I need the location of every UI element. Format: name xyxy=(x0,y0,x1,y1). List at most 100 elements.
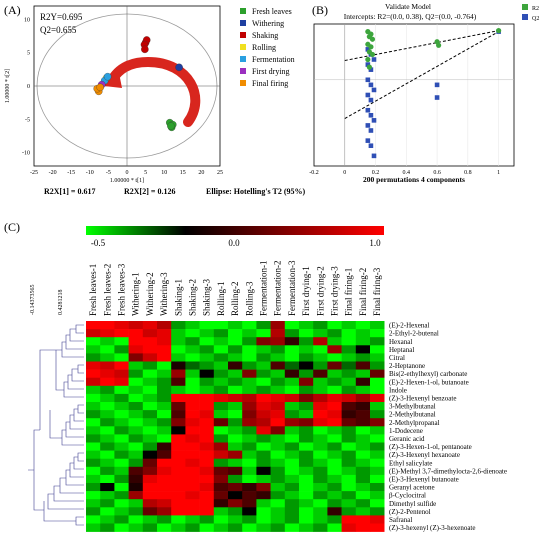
heatmap-cell xyxy=(242,483,257,492)
heatmap-cell xyxy=(370,393,385,403)
legend-swatch-first-drying xyxy=(240,68,246,74)
heatmap-cell xyxy=(199,345,215,354)
heatmap-cell xyxy=(228,337,243,346)
x-tick-label: -10 xyxy=(86,170,94,176)
heatmap-cell xyxy=(341,410,357,419)
heatmap-cell xyxy=(185,515,200,524)
column-label: Shaking-1 xyxy=(173,279,183,316)
heatmap-cell xyxy=(86,523,101,532)
heatmap-column-labels: Fresh leaves-1 Fresh leaves-2 Fresh leaves… xyxy=(88,260,382,316)
heatmap-cell xyxy=(256,483,271,492)
heatmap-cell xyxy=(270,474,286,484)
column-label: Final firing-3 xyxy=(372,267,382,316)
heatmap-cell xyxy=(171,329,186,338)
dendrogram-tick-2: 0.4281218 xyxy=(58,290,64,316)
heatmap-cell xyxy=(142,393,158,403)
heatmap-cell xyxy=(171,434,186,443)
heatmap-cell xyxy=(370,329,385,338)
heatmap-cell xyxy=(213,499,229,508)
heatmap-cell xyxy=(86,458,101,468)
heatmap-cell xyxy=(242,450,257,459)
heatmap-cell xyxy=(355,466,371,476)
heatmap-cell xyxy=(270,458,286,468)
heatmap-cell xyxy=(128,345,144,354)
heatmap-cell xyxy=(299,515,314,524)
panel-c-label: (C) xyxy=(4,220,20,234)
heatmap-cell xyxy=(341,337,357,346)
heatmap-cell xyxy=(299,474,314,484)
heatmap-cell xyxy=(270,515,286,524)
x-tick-label: 5 xyxy=(144,170,147,176)
heatmap-cell xyxy=(355,450,371,459)
x-tick-label: 0.4 xyxy=(403,170,411,176)
heatmap-cell xyxy=(299,369,314,378)
heatmap-cell xyxy=(114,442,129,451)
row-label: Hexanal xyxy=(389,338,412,346)
row-label: Citral xyxy=(389,354,405,362)
column-label: Shaking-2 xyxy=(188,279,198,316)
heatmap-cell xyxy=(270,402,286,411)
heatmap-cell xyxy=(100,410,115,419)
x-tick-label: -15 xyxy=(67,170,75,176)
heatmap-cell xyxy=(128,442,144,451)
heatmap-cell xyxy=(228,466,243,476)
point-q2 xyxy=(365,107,371,113)
heatmap-cell xyxy=(228,499,243,508)
heatmap-cell xyxy=(270,523,286,532)
heatmap-cell xyxy=(299,418,314,427)
heatmap-cell xyxy=(199,353,215,362)
heatmap-cell xyxy=(86,385,101,395)
heatmap-cell xyxy=(128,474,144,484)
heatmap-cell xyxy=(355,507,371,516)
column-label: Fresh leaves-1 xyxy=(88,264,98,316)
heatmap-cell xyxy=(213,418,229,427)
heatmap-cell xyxy=(355,377,371,387)
heatmap-cell xyxy=(157,499,172,508)
heatmap-cell xyxy=(171,426,186,435)
point-q2 xyxy=(434,82,440,88)
point-q2 xyxy=(371,57,377,62)
row-label: 2-Methylbutanal xyxy=(389,411,436,419)
point-r2 xyxy=(369,36,376,42)
legend-swatch-fresh-leaves xyxy=(240,8,246,14)
row-label: (E)-2-Hexen-1-ol, butanoate xyxy=(389,378,469,386)
heatmap-cell xyxy=(370,434,385,443)
heatmap-cell xyxy=(142,369,158,378)
heatmap-cell xyxy=(171,491,186,500)
heatmap-cell xyxy=(100,418,115,427)
heatmap-cell xyxy=(114,499,129,508)
x-tick-label: 15 xyxy=(180,170,186,176)
heatmap-cell xyxy=(185,393,200,403)
heatmap-cell xyxy=(370,418,385,427)
heatmap-cell xyxy=(355,434,371,443)
heatmap-cell xyxy=(185,458,200,468)
heatmap-cell xyxy=(213,442,229,451)
heatmap-cell xyxy=(128,426,144,435)
heatmap-cell xyxy=(199,361,215,370)
heatmap-cell xyxy=(313,499,328,508)
legend-swatch-withering xyxy=(240,20,246,26)
heatmap-cell xyxy=(100,515,115,524)
heatmap-cell xyxy=(128,499,144,508)
heatmap-cell xyxy=(86,393,101,403)
heatmap-cell xyxy=(114,491,129,500)
row-label: Dimethyl sulfide xyxy=(389,500,436,508)
row-label: (E)-3-Hexenyl butanoate xyxy=(389,476,459,484)
point-r2 xyxy=(369,51,376,58)
heatmap-cell xyxy=(86,377,101,387)
row-label: (Z)-2-Pentenol xyxy=(389,508,431,516)
r2x2-text: R2X[2] = 0.126 xyxy=(124,187,175,196)
heatmap-cell xyxy=(100,321,115,330)
point-q2 xyxy=(365,138,371,143)
heatmap-cell xyxy=(157,369,172,378)
heatmap-cell xyxy=(100,337,115,346)
heatmap-cell xyxy=(171,474,186,484)
heatmap-cell xyxy=(86,402,101,411)
heatmap-cell xyxy=(100,393,115,403)
heatmap-cell xyxy=(256,434,271,443)
heatmap-cell xyxy=(171,515,186,524)
column-label: Withering-1 xyxy=(131,272,141,316)
heatmap-cell xyxy=(157,337,172,346)
heatmap-cell xyxy=(313,329,328,338)
heatmap-cell xyxy=(114,523,129,532)
